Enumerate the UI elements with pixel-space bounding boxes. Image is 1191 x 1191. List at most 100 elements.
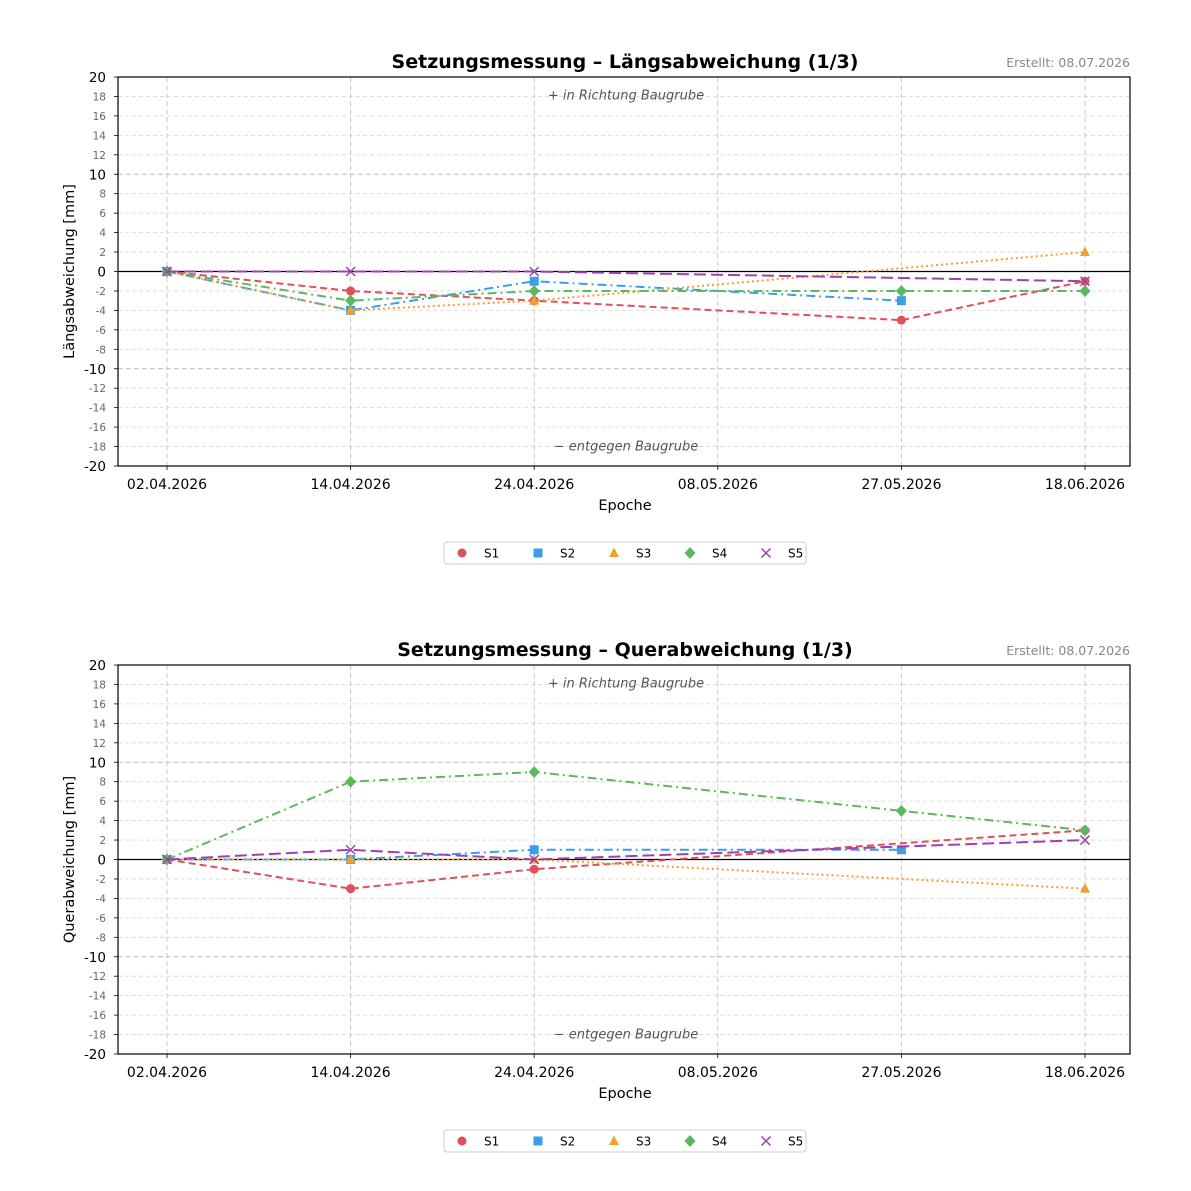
data-point [1079, 284, 1091, 297]
y-tick-label: 6 [99, 796, 106, 808]
y-tick-label: 0 [97, 265, 106, 281]
y-tick-label: -8 [96, 344, 106, 356]
y-tick-label: 4 [99, 228, 106, 240]
y-tick-label: 2 [99, 247, 106, 259]
legend-label: S5 [788, 547, 803, 561]
data-point [1079, 835, 1091, 846]
annotation-top: + in Richtung Baugrube [548, 676, 704, 691]
annotation-bottom: − entgegen Baugrube [554, 1028, 698, 1043]
legend-box [443, 1129, 807, 1153]
y-tick-label: 16 [93, 111, 107, 123]
y-tick-label: 0 [97, 853, 106, 869]
legend-label: S2 [560, 1135, 575, 1149]
x-tick-label: 18.06.2026 [1045, 477, 1125, 493]
data-point [529, 864, 539, 874]
series-s5 [161, 835, 1091, 865]
x-tick-label: 24.04.2026 [494, 1065, 574, 1081]
x-axis-label: Epoche [598, 498, 651, 514]
data-point [345, 775, 357, 788]
plot-frame [117, 664, 1131, 1055]
legend-marker [457, 548, 467, 558]
y-axis-label: Querabweichung [mm] [62, 776, 78, 943]
chart-title: Setzungsmessung – Längsabweichung (1/3) [392, 51, 859, 73]
x-tick-label: 18.06.2026 [1045, 1065, 1125, 1081]
y-tick-label: -16 [89, 422, 106, 434]
series-s4 [161, 765, 1091, 866]
legend-marker [684, 547, 696, 559]
legend-marker [609, 1135, 619, 1145]
y-tick-label: 20 [89, 70, 106, 86]
x-axis-label: Epoche [598, 1086, 651, 1102]
legend-marker [760, 547, 772, 559]
x-tick-label: 14.04.2026 [311, 1065, 391, 1081]
y-tick-label: -12 [89, 383, 106, 395]
data-point [161, 266, 173, 277]
y-tick-label: -12 [89, 971, 106, 983]
legend-marker [684, 1135, 696, 1147]
data-point [161, 854, 173, 865]
data-point [895, 284, 907, 297]
legend-label: S5 [788, 1135, 803, 1149]
y-tick-label: -20 [84, 1047, 106, 1063]
legend-label: S4 [712, 1135, 727, 1149]
data-point [345, 266, 356, 277]
x-tick-label: 02.04.2026 [127, 1065, 207, 1081]
data-point [896, 845, 906, 855]
series-s3 [162, 246, 1090, 315]
data-point [1080, 246, 1090, 257]
series-line [166, 251, 1086, 312]
y-tick-label: 20 [89, 658, 106, 674]
created-date: Erstellt: 08.07.2026 [1006, 643, 1130, 658]
data-point [1079, 276, 1091, 287]
y-tick-label: 12 [93, 738, 106, 750]
series-line [167, 858, 1086, 890]
data-point [346, 286, 356, 296]
data-point [345, 304, 356, 315]
x-tick-label: 27.05.2026 [861, 477, 941, 493]
data-point [1079, 824, 1091, 837]
legend-label: S1 [484, 1135, 499, 1149]
y-tick-label: -16 [89, 1010, 106, 1022]
y-tick-label: -10 [84, 950, 106, 966]
y-tick-label: 10 [89, 167, 106, 183]
legend-marker [760, 1135, 772, 1147]
data-point [529, 295, 540, 305]
legend-label: S1 [484, 547, 499, 561]
y-tick-label: 6 [99, 208, 106, 220]
x-tick-label: 02.04.2026 [127, 477, 207, 493]
data-point [345, 854, 356, 864]
series-line [166, 839, 1086, 861]
series-line [166, 270, 1086, 322]
legend: S1 S2 S3 S4 S5 [443, 541, 807, 565]
legend-label: S2 [560, 547, 575, 561]
x-tick-label: 08.05.2026 [678, 477, 758, 493]
legend-label: S3 [636, 547, 651, 561]
y-tick-label: -14 [89, 991, 106, 1003]
x-tick-label: 14.04.2026 [311, 477, 391, 493]
y-tick-label: -20 [84, 459, 106, 475]
y-tick-label: 4 [99, 816, 106, 828]
legend-marker [609, 547, 619, 557]
annotation-top: + in Richtung Baugrube [548, 88, 704, 103]
data-point [895, 804, 907, 817]
legend-marker [457, 1136, 467, 1146]
data-point [528, 765, 540, 778]
y-tick-label: -4 [96, 305, 107, 317]
y-tick-label: -18 [89, 442, 106, 454]
y-tick-label: 16 [93, 699, 107, 711]
y-tick-label: 18 [93, 91, 106, 103]
series-s5 [161, 266, 1091, 287]
series-line [166, 829, 1086, 890]
data-point [346, 884, 356, 894]
y-tick-label: -10 [84, 362, 106, 378]
data-point [529, 276, 539, 286]
y-tick-label: 14 [93, 718, 107, 730]
y-tick-label: -18 [89, 1030, 106, 1042]
y-tick-label: -2 [96, 874, 106, 886]
y-tick-label: 8 [99, 189, 106, 201]
annotation-bottom: − entgegen Baugrube [554, 440, 698, 455]
series-s1 [162, 267, 1090, 325]
y-tick-label: -4 [96, 893, 107, 905]
y-tick-label: 10 [89, 755, 106, 771]
y-tick-label: 18 [93, 679, 106, 691]
